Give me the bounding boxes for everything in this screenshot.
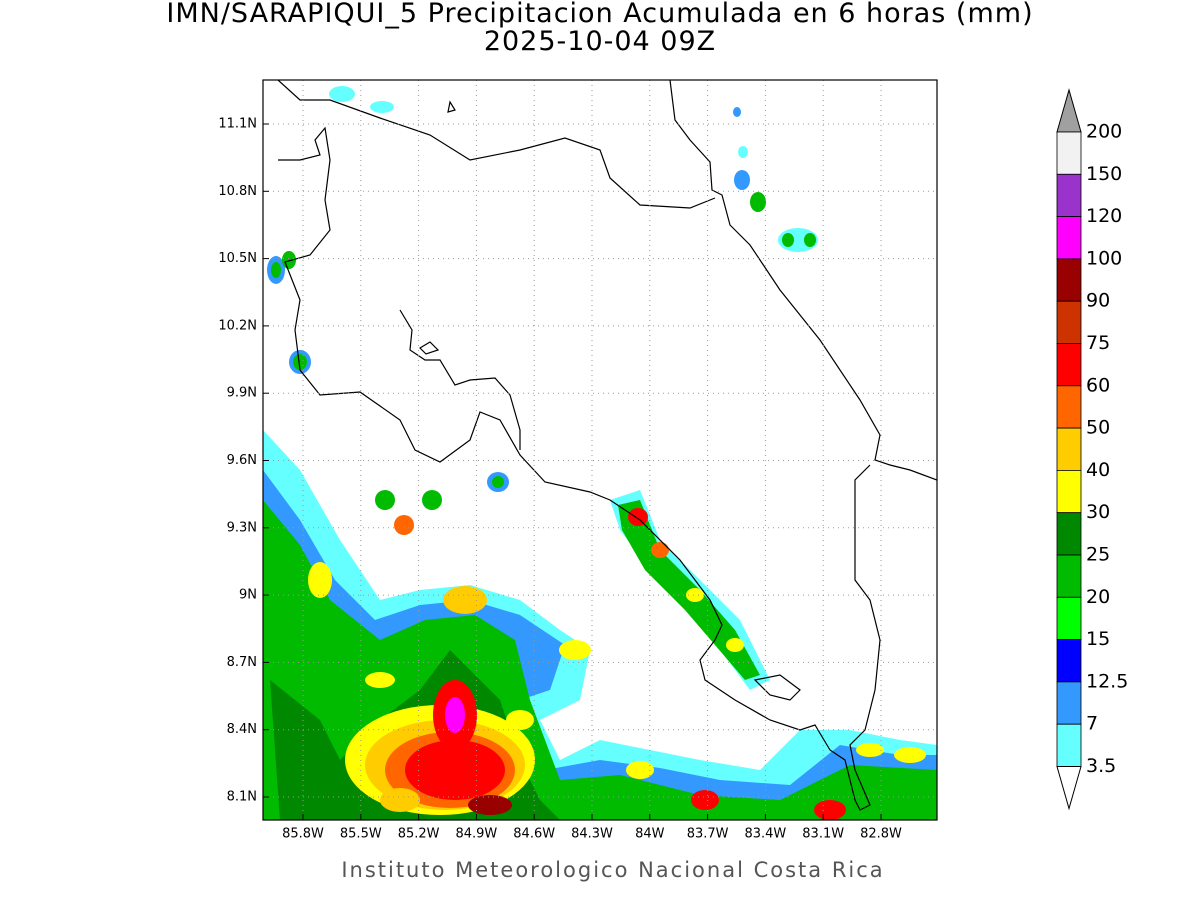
lat-label: 8.7N — [227, 655, 257, 670]
lon-label: 83.4W — [744, 827, 786, 842]
colorbar-box — [1056, 681, 1082, 725]
colorbar-label: 3.5 — [1086, 755, 1116, 777]
lon-label: 84W — [635, 827, 665, 842]
colorbar-label: 15 — [1086, 628, 1110, 650]
lat-label: 8.1N — [227, 790, 257, 805]
lat-label: 9N — [239, 588, 257, 603]
lon-label: 83.1W — [802, 827, 844, 842]
lat-label: 9.9N — [227, 386, 257, 401]
footer: Instituto Meteorologico Nacional Costa R… — [341, 858, 884, 882]
colorbar-label: 20 — [1086, 586, 1110, 608]
grid: 85.8W 85.5W 85.2W 84.9W 84.6W 84.3W 84W 83.7W 83… — [218, 80, 937, 842]
colorbar-box — [1056, 300, 1082, 344]
colorbar-label: 25 — [1086, 544, 1110, 566]
lon-label: 84.9W — [455, 827, 497, 842]
lon-label: 84.6W — [513, 827, 555, 842]
precipitation-field — [263, 80, 937, 820]
colorbar-box — [1056, 131, 1082, 175]
colorbar-label: 90 — [1086, 290, 1110, 312]
colorbar-box — [1056, 723, 1082, 767]
map-frame — [262, 79, 938, 821]
colorbar-label: 50 — [1086, 417, 1110, 439]
colorbar-box — [1056, 385, 1082, 429]
colorbar-label: 150 — [1086, 163, 1122, 185]
lon-label: 85.8W — [282, 827, 324, 842]
lon-label: 83.7W — [687, 827, 729, 842]
colorbar-label: 7 — [1086, 713, 1098, 735]
colorbar-label: 100 — [1086, 247, 1122, 269]
colorbar-label: 60 — [1086, 374, 1110, 396]
lon-label: 85.5W — [340, 827, 382, 842]
colorbar-box — [1056, 258, 1082, 302]
colorbar-label: 75 — [1086, 332, 1110, 354]
colorbar-box — [1056, 596, 1082, 640]
map-title: IMN/SARAPIQUI_5 Precipitacion Acumulada … — [166, 0, 1033, 29]
lon-label: 84.3W — [571, 827, 613, 842]
colorbar-box — [1056, 639, 1082, 683]
lat-label: 9.3N — [227, 520, 257, 535]
colorbar: 200 150 120 100 90 75 60 50 40 30 25 20 15 12.5 7 3.5 — [1056, 88, 1128, 811]
colorbar-box — [1056, 173, 1082, 218]
lat-label: 10.5N — [218, 251, 257, 266]
rain-cells — [263, 86, 937, 820]
coastline — [277, 80, 937, 811]
colorbar-label: 120 — [1086, 205, 1122, 227]
lat-label: 11.1N — [218, 117, 257, 132]
lat-label: 8.4N — [227, 722, 257, 737]
colorbar-under — [1056, 766, 1082, 811]
colorbar-over — [1056, 88, 1082, 133]
colorbar-box — [1056, 469, 1082, 514]
lat-label: 9.6N — [227, 453, 257, 468]
colorbar-label: 12.5 — [1086, 670, 1128, 692]
colorbar-box — [1056, 343, 1082, 387]
colorbar-box — [1056, 427, 1082, 471]
lon-label: 85.2W — [398, 827, 440, 842]
colorbar-box — [1056, 216, 1082, 260]
lat-label: 10.2N — [218, 318, 257, 333]
colorbar-label: 40 — [1086, 459, 1110, 481]
colorbar-label: 30 — [1086, 501, 1110, 523]
lat-label: 10.8N — [218, 184, 257, 199]
lon-label: 82.8W — [860, 827, 902, 842]
colorbar-box — [1056, 554, 1082, 598]
colorbar-label: 200 — [1086, 121, 1122, 143]
colorbar-box — [1056, 512, 1082, 556]
map-subtitle: 2025-10-04 09Z — [484, 26, 716, 57]
